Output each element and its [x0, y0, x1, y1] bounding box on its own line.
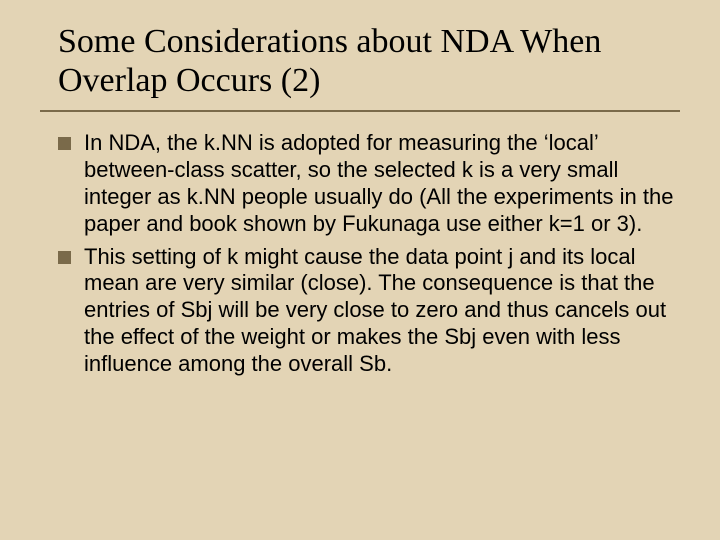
list-item: This setting of k might cause the data p… [58, 244, 680, 378]
slide-title: Some Considerations about NDA When Overl… [40, 22, 680, 100]
bullet-text: This setting of k might cause the data p… [84, 244, 666, 376]
bullet-list: In NDA, the k.NN is adopted for measurin… [40, 130, 680, 377]
list-item: In NDA, the k.NN is adopted for measurin… [58, 130, 680, 237]
bullet-text: In NDA, the k.NN is adopted for measurin… [84, 130, 673, 235]
square-bullet-icon [58, 137, 71, 150]
square-bullet-icon [58, 251, 71, 264]
title-underline [40, 110, 680, 112]
slide-container: Some Considerations about NDA When Overl… [0, 0, 720, 540]
